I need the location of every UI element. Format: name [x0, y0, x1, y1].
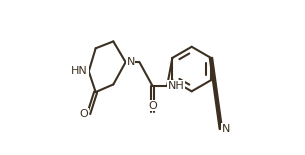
- Text: O: O: [79, 109, 88, 119]
- Text: N: N: [222, 124, 230, 134]
- Text: NH: NH: [168, 81, 185, 91]
- Text: N: N: [126, 57, 135, 67]
- Text: O: O: [148, 101, 157, 111]
- Text: HN: HN: [71, 66, 88, 76]
